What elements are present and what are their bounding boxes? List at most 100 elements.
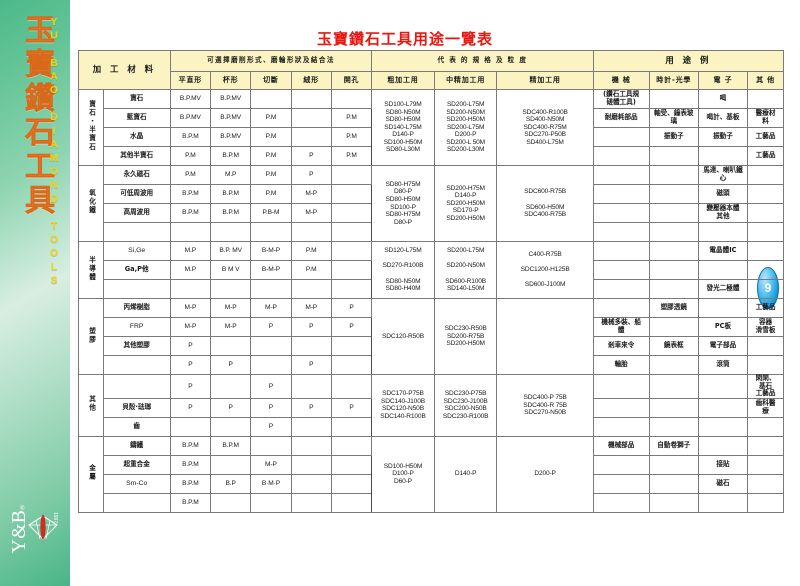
use-machine: [592, 298, 650, 318]
table-row: 金屬 鑄鐵 B.P.M B.P.M SD100-H50M D100-P D60-P D140-…: [78, 435, 784, 513]
use-other: [747, 336, 784, 356]
form-code-3: M-P: [250, 454, 292, 475]
material-name: 高周波用: [102, 203, 171, 223]
form-code-4: [290, 454, 332, 475]
use-other: [747, 473, 784, 494]
form-code-3: B-M-P: [250, 260, 292, 280]
use-optic: [648, 416, 699, 437]
form-code-2: B.P.M: [210, 203, 252, 223]
spec-medium: D140-P: [433, 435, 498, 513]
use-other: [747, 492, 784, 513]
form-code-3: P: [250, 416, 292, 437]
col-spec-rough: 粗加工用: [371, 71, 435, 90]
use-other: 容器 滑雪板: [747, 317, 784, 337]
use-electro: 電子部品: [697, 336, 749, 356]
form-code-5: P.M: [330, 108, 373, 128]
form-code-5: P: [330, 317, 373, 337]
form-code-2: [210, 279, 252, 299]
use-machine: [592, 146, 650, 166]
form-code-1: B.P.MV: [169, 108, 212, 128]
use-other: 齒科醫療: [747, 397, 784, 418]
use-optic: [648, 203, 699, 223]
form-code-2: B.P. MV: [210, 241, 252, 261]
form-code-1: P.M: [169, 165, 212, 185]
form-code-4: [290, 108, 332, 128]
col-form-flat: 平直形: [169, 71, 212, 90]
form-code-3: B-M-P: [250, 241, 292, 261]
form-code-1: M-P: [169, 298, 212, 318]
material-category-3: 半導體: [78, 241, 104, 299]
use-machine: [592, 473, 650, 494]
use-electro: 喝: [697, 89, 749, 109]
form-code-4: M-P: [290, 298, 332, 318]
use-electro: 振動子: [697, 127, 749, 147]
table-row: B.P.M: [79, 492, 784, 513]
form-code-2: [210, 336, 252, 356]
table-row: P P P 輪胎 滾筒: [79, 355, 784, 375]
col-use-other: 其 他: [747, 71, 784, 90]
form-code-4: [290, 416, 332, 437]
use-electro: [697, 146, 749, 166]
form-code-1: B.P.MV: [169, 89, 212, 109]
form-code-2: P: [210, 355, 252, 375]
page-title: 玉寶鑽石工具用途一覽表: [316, 30, 493, 48]
form-code-5: P: [330, 397, 373, 418]
use-machine: [592, 397, 650, 418]
form-code-4: [290, 435, 332, 456]
col-material: 加 工 材 料: [78, 50, 171, 90]
form-code-2: [210, 492, 252, 513]
use-electro: 磁石: [697, 473, 749, 494]
spec-rough: SD100-H50M D100-P D60-P: [371, 435, 435, 513]
form-code-4: P: [290, 165, 332, 185]
col-use-optics: 時計-光學: [648, 71, 699, 90]
use-machine: [592, 260, 650, 280]
form-code-2: B.P.M: [210, 146, 252, 166]
brand-chinese-name: 玉寶鑽石工具: [20, 14, 54, 219]
material-name: 其他半寶石: [102, 146, 171, 166]
use-optic: [648, 374, 699, 399]
form-code-5: [330, 336, 373, 356]
col-form-cup: 杯形: [210, 71, 252, 90]
use-machine: [592, 165, 650, 185]
form-code-5: [330, 416, 373, 437]
form-code-3: P: [250, 317, 292, 337]
material-name: 鑄鐵: [102, 435, 171, 456]
form-code-2: [210, 222, 252, 242]
use-optic: 鏡表框: [648, 336, 699, 356]
use-machine: [592, 492, 650, 513]
material-category-5: 其他: [78, 374, 104, 437]
table-row: 超重合金 B.P.M M-P 接貼: [79, 454, 784, 475]
form-code-5: [330, 355, 373, 375]
form-code-2: B.P.MV: [210, 127, 252, 147]
use-other: [747, 416, 784, 437]
use-machine: [592, 241, 650, 261]
col-form-cutoff: 切斷: [250, 71, 292, 90]
material-category-label: 金屬: [87, 464, 96, 482]
spec-medium: SDC230-P75B SDC230-J100B SDC200-N50B SDC230…: [433, 374, 498, 437]
use-optic: [648, 317, 699, 337]
table-row: 其他 P P SDC170-P75B SDC140-J100B SDC120-N50B SD…: [78, 374, 784, 437]
form-code-5: [330, 279, 373, 299]
form-code-1: [169, 416, 212, 437]
form-code-2: M-P: [210, 298, 252, 318]
material-category-2: 氧化鐵: [78, 165, 104, 242]
form-code-4: [290, 473, 332, 494]
use-electro: [697, 416, 749, 437]
form-code-3: P.M: [250, 127, 292, 147]
material-category-label: 半導體: [87, 255, 96, 282]
col-group-use: 用 途 例: [592, 50, 785, 72]
use-other: [747, 435, 784, 456]
form-code-3: [250, 492, 292, 513]
use-other: 醫療材料: [747, 108, 784, 128]
form-code-5: P.M: [330, 146, 373, 166]
form-code-1: B.P.M: [169, 184, 212, 204]
col-group-spec: 代 表 的 規 格 及 粒 度: [371, 50, 594, 72]
form-code-5: [330, 492, 373, 513]
use-machine: [592, 222, 650, 242]
form-code-5: [330, 454, 373, 475]
form-code-1: B.P.M: [169, 454, 212, 475]
header-row-subcols: 平直形 杯形 切斷 絨形 開孔 粗加工用 中精加工用 精加工用 機 械 時計-光…: [79, 71, 784, 90]
form-code-3: [250, 355, 292, 375]
company-logo: ® Y&B 1997: [6, 504, 66, 562]
spec-fine: SDC600-R75B SD600-H50M SDC400-R75B: [496, 165, 594, 242]
